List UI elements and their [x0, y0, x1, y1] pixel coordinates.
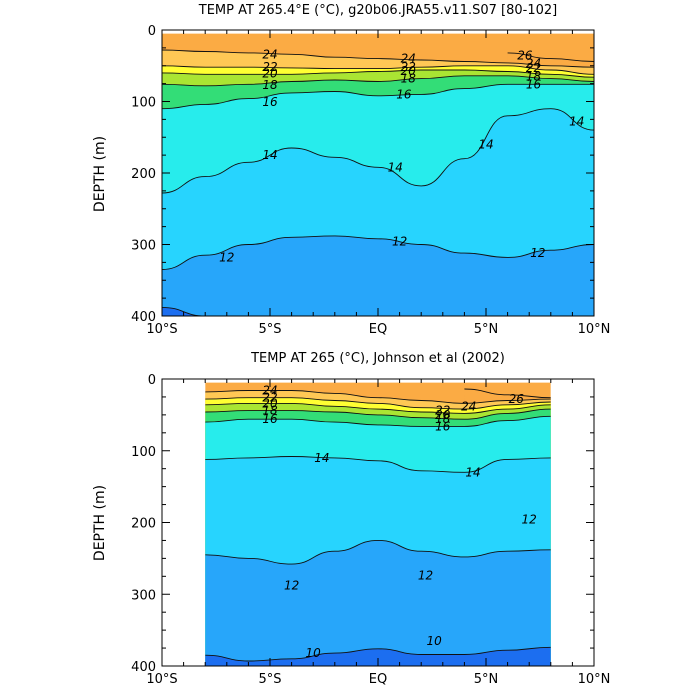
- contour-label: 20: [401, 64, 417, 78]
- isotherm-14: [205, 456, 551, 473]
- upper-panel: TEMP AT 265.4°E (°C), g20b06.JRA55.v11.S…: [92, 3, 610, 337]
- contour-label: 14: [569, 115, 584, 129]
- contour-label: 14: [465, 465, 480, 479]
- contour-label: 22: [526, 61, 541, 75]
- contour-label: 10: [427, 634, 443, 648]
- x-tick-label: EQ: [369, 322, 387, 337]
- contour-label: 12: [219, 250, 234, 264]
- y-tick-label: 300: [131, 239, 156, 254]
- contour-label: 16: [262, 412, 278, 426]
- contour-label: 20: [262, 67, 278, 81]
- x-tick-label: 5°S: [258, 672, 281, 687]
- contour-label: 22: [401, 60, 416, 74]
- y-tick-label: 100: [131, 445, 156, 460]
- upper-panel-title: TEMP AT 265.4°E (°C), g20b06.JRA55.v11.S…: [198, 3, 557, 18]
- isotherm-18: [162, 75, 594, 87]
- contour-label: 18: [526, 69, 542, 83]
- x-tick-label: 5°N: [474, 322, 499, 337]
- isotherm-24: [205, 390, 551, 404]
- x-tick-label: 10°S: [146, 672, 177, 687]
- lower-panel-title: TEMP AT 265 (°C), Johnson et al (2002): [250, 351, 505, 366]
- contour-label: 18: [401, 72, 417, 86]
- isotherm-18: [205, 408, 551, 420]
- x-tick-label: 5°N: [474, 672, 499, 687]
- isotherm-lines: [162, 49, 594, 316]
- temperature-fill: [205, 382, 551, 666]
- contour-label: 10: [306, 646, 322, 660]
- contour-label: 16: [526, 77, 542, 91]
- isotherm-20: [205, 402, 551, 414]
- isotherm-12: [205, 539, 551, 565]
- contour-label: 16: [262, 95, 278, 109]
- contour-label: 14: [262, 148, 277, 162]
- isotherm-16: [205, 415, 551, 427]
- contour-label: 12: [392, 235, 407, 249]
- y-tick-label: 0: [148, 373, 156, 388]
- band-below-12: [205, 540, 551, 666]
- y-tick-label: 200: [131, 517, 156, 532]
- isotherm-24: [162, 49, 594, 68]
- contour-label: 24: [262, 383, 277, 397]
- isotherm-22: [162, 65, 594, 75]
- contour-label: 14: [388, 160, 403, 174]
- contour-label: 12: [418, 569, 433, 583]
- contour-label: 18: [262, 78, 278, 92]
- isotherm-16: [162, 83, 594, 110]
- band-below-12: [162, 235, 594, 316]
- contour-label: 20: [262, 396, 278, 410]
- contour-label: 12: [284, 579, 299, 593]
- contour-label: 18: [435, 412, 451, 426]
- isotherm-14: [162, 108, 594, 194]
- isotherm-lines: [205, 388, 551, 662]
- contour-label: 20: [435, 408, 451, 422]
- contour-label: 14: [314, 451, 329, 465]
- y-tick-label: 0: [148, 24, 156, 39]
- contour-label: 24: [401, 52, 416, 66]
- contour-label: 24: [262, 47, 277, 61]
- contour-label: 22: [435, 404, 450, 418]
- isotherm-26: [507, 52, 594, 62]
- contour-label: 26: [509, 392, 525, 406]
- upper-y-axis-label: DEPTH (m): [92, 136, 108, 212]
- band-below-10: [205, 647, 551, 666]
- contour-label: 26: [517, 49, 533, 63]
- contour-label: 16: [396, 87, 412, 101]
- isotherm-22: [205, 397, 551, 410]
- isotherm-12: [162, 235, 594, 270]
- x-tick-label: 10°N: [578, 672, 611, 687]
- contour-label: 14: [478, 137, 493, 151]
- y-tick-label: 400: [131, 310, 156, 325]
- isotherm-20: [162, 69, 594, 78]
- contour-label: 12: [522, 513, 537, 527]
- x-tick-label: EQ: [369, 672, 387, 687]
- x-tick-label: 5°S: [258, 322, 281, 337]
- x-tick-label: 10°N: [578, 322, 611, 337]
- contour-label: 22: [262, 60, 277, 74]
- contour-label: 22: [262, 391, 277, 405]
- lower-panel: TEMP AT 265 (°C), Johnson et al (2002) D…: [92, 351, 610, 687]
- contour-label: 16: [435, 419, 451, 433]
- temperature-fill: [162, 33, 594, 316]
- y-tick-label: 300: [131, 588, 156, 603]
- y-tick-label: 200: [131, 167, 156, 182]
- contour-label: 24: [526, 57, 541, 71]
- contour-label: 18: [262, 404, 278, 418]
- contour-label: 12: [530, 246, 545, 260]
- lower-y-axis-label: DEPTH (m): [92, 485, 108, 561]
- isotherm-26: [464, 388, 551, 399]
- x-tick-label: 10°S: [146, 322, 177, 337]
- isotherm-10: [205, 646, 551, 662]
- y-tick-label: 100: [131, 96, 156, 111]
- contour-label: 24: [461, 399, 476, 413]
- y-tick-label: 400: [131, 660, 156, 675]
